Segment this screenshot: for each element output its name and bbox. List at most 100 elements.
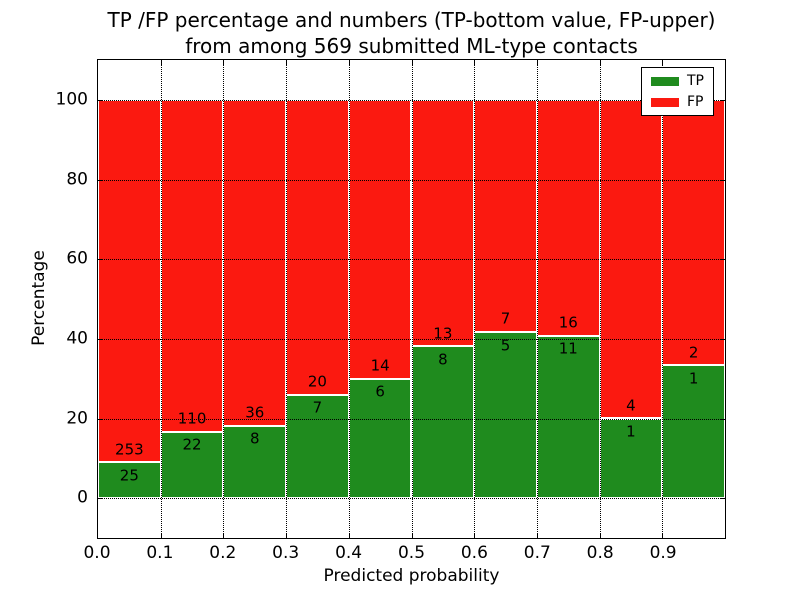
bar-fp-segment: [98, 99, 161, 463]
x-tick-mark: [223, 533, 225, 538]
bar-fp-segment: [348, 99, 412, 379]
legend-entry-tp: TP: [651, 74, 704, 88]
tp-count-label: 7: [312, 398, 323, 417]
bar-fp-segment: [286, 99, 349, 395]
plot-area: TP FP 253 25 110 22 36 8 20 7 14 6 13 8 7 5 16 11 4 1 2 1: [97, 59, 726, 539]
x-gridline: [662, 60, 664, 538]
x-tick-mark: [474, 533, 476, 538]
y-tick-mark: [98, 498, 103, 500]
x-tick-label: 0.0: [83, 543, 111, 563]
x-tick-mark: [474, 60, 476, 65]
tp-count-label: 1: [626, 422, 636, 441]
bar-tp-segment: [286, 394, 349, 499]
y-tick-mark: [720, 259, 725, 261]
x-tick-label: 0.3: [272, 543, 300, 563]
fp-count-label: 13: [433, 324, 453, 343]
x-tick-labels: 0.0 0.1 0.2 0.3 0.4 0.5 0.6 0.7 0.8 0.9: [83, 543, 726, 565]
y-gridline: [98, 418, 725, 420]
x-tick-mark: [286, 60, 288, 65]
x-tick-mark: [662, 533, 664, 538]
y-gridline: [98, 259, 725, 261]
y-gridline: [98, 99, 725, 101]
y-tick-label: 80: [66, 169, 88, 189]
x-gridline: [536, 60, 538, 538]
legend-swatch-tp: [651, 76, 679, 86]
tp-count-label: 6: [375, 382, 385, 401]
y-tick-label: 60: [66, 248, 88, 269]
bar-tp-segment: [98, 462, 161, 499]
x-tick-mark: [348, 533, 350, 538]
bar-tp-segment: [662, 365, 725, 499]
tp-count-label: 1: [688, 369, 699, 388]
bar-fp-segment: [662, 99, 725, 366]
fp-count-label: 110: [177, 409, 207, 428]
chart-title-line1: TP /FP percentage and numbers (TP-bottom…: [107, 8, 716, 32]
x-gridline: [411, 60, 413, 538]
x-gridline: [223, 60, 225, 538]
fp-count-label: 253: [115, 440, 144, 459]
tp-count-label: 25: [119, 466, 139, 485]
y-tick-mark: [720, 338, 725, 340]
x-tick-mark: [662, 60, 664, 65]
y-tick-mark: [98, 418, 103, 420]
y-tick-mark: [720, 99, 725, 101]
y-tick-mark: [720, 498, 725, 500]
x-tick-label: 0.9: [649, 543, 677, 563]
y-gridline: [98, 179, 725, 181]
x-tick-mark: [536, 533, 538, 538]
bar-fp-segment: [160, 99, 224, 432]
y-tick-mark: [98, 99, 103, 101]
y-axis-label: Percentage: [29, 250, 49, 346]
bar-fp-segment: [536, 99, 600, 336]
chart-title: TP /FP percentage and numbers (TP-bottom…: [97, 7, 726, 59]
chart-title-line2: from among 569 submitted ML-type contact…: [185, 34, 638, 58]
bar-fp-segment: [223, 99, 287, 426]
tp-count-label: 11: [558, 339, 578, 358]
y-gridline: [98, 498, 725, 500]
bar-tp-segment: [411, 346, 475, 499]
y-tick-label: 20: [66, 408, 88, 428]
x-tick-mark: [348, 60, 350, 65]
x-tick-label: 0.5: [397, 543, 426, 563]
x-tick-mark: [160, 60, 162, 65]
y-gridline: [98, 338, 725, 340]
x-tick-label: 0.2: [209, 543, 237, 563]
x-tick-mark: [223, 60, 225, 65]
x-gridline: [474, 60, 476, 538]
y-tick-mark: [720, 418, 725, 420]
x-tick-mark: [411, 60, 413, 65]
bar-tp-segment: [160, 431, 224, 499]
x-tick-label: 0.8: [586, 543, 614, 563]
y-tick-mark: [98, 179, 103, 181]
x-tick-label: 0.1: [146, 543, 174, 563]
y-tick-label: 0: [77, 487, 88, 508]
x-tick-mark: [286, 533, 288, 538]
x-tick-label: 0.7: [523, 543, 551, 563]
tp-count-label: 5: [500, 336, 511, 355]
x-tick-label: 0.6: [460, 543, 488, 563]
bar-tp-segment: [536, 335, 600, 499]
x-tick-mark: [411, 533, 413, 538]
y-tick-label: 100: [55, 89, 88, 110]
fp-count-label: 4: [626, 396, 636, 415]
fp-count-label: 36: [245, 403, 265, 422]
legend: TP FP: [641, 67, 714, 116]
tp-count-label: 8: [438, 350, 448, 369]
x-tick-label: 0.4: [335, 543, 363, 563]
legend-entry-fp: FP: [651, 95, 704, 109]
x-tick-mark: [536, 60, 538, 65]
legend-label-fp: FP: [687, 94, 704, 110]
y-tick-label: 40: [66, 328, 88, 349]
x-tick-mark: [599, 60, 601, 65]
fp-count-label: 20: [307, 372, 327, 391]
tp-count-label: 22: [182, 435, 202, 454]
fp-count-label: 2: [688, 343, 699, 362]
bar-fp-segment: [474, 99, 537, 333]
fp-count-label: 7: [500, 309, 511, 328]
x-gridline: [348, 60, 350, 538]
x-gridline: [286, 60, 288, 538]
bar-fp-segment: [411, 99, 475, 347]
y-tick-mark: [98, 338, 103, 340]
fp-count-label: 14: [370, 356, 390, 375]
